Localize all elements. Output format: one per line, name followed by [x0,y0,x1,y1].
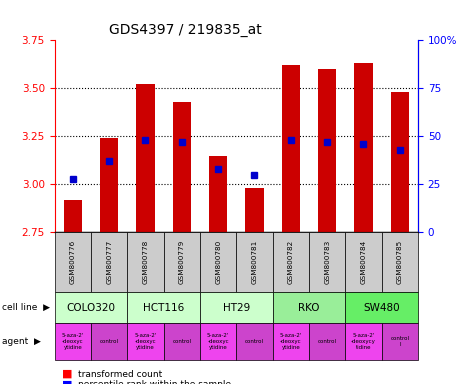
Bar [318,69,336,232]
Text: ■: ■ [62,369,72,379]
Text: percentile rank within the sample: percentile rank within the sample [78,380,231,384]
Text: ■: ■ [62,380,72,384]
Text: 5-aza-2'
-deoxycy
tidine: 5-aza-2' -deoxycy tidine [351,333,376,350]
Text: 5-aza-2'
-deoxyc
ytidine: 5-aza-2' -deoxyc ytidine [134,333,157,350]
Bar [246,188,264,232]
Text: 5-aza-2'
-deoxyc
ytidine: 5-aza-2' -deoxyc ytidine [62,333,84,350]
Text: GSM800783: GSM800783 [324,240,330,284]
Bar [64,200,82,232]
Text: GSM800782: GSM800782 [288,240,294,284]
Text: GSM800784: GSM800784 [361,240,367,284]
Text: control: control [172,339,191,344]
Text: cell line  ▶: cell line ▶ [2,303,50,312]
Text: 5-aza-2'
-deoxyc
ytidine: 5-aza-2' -deoxyc ytidine [207,333,229,350]
Text: GSM800776: GSM800776 [70,240,76,284]
Text: GDS4397 / 219835_at: GDS4397 / 219835_at [109,23,262,36]
Text: HT29: HT29 [223,303,250,313]
Text: control: control [245,339,264,344]
Bar [391,92,409,232]
Text: COLO320: COLO320 [66,303,115,313]
Text: GSM800785: GSM800785 [397,240,403,284]
Text: 5-aza-2'
-deoxyc
ytidine: 5-aza-2' -deoxyc ytidine [280,333,302,350]
Bar [282,65,300,232]
Text: SW480: SW480 [363,303,400,313]
Text: transformed count: transformed count [78,369,162,379]
Text: GSM800777: GSM800777 [106,240,112,284]
Bar [173,102,191,232]
Bar [209,156,227,232]
Text: control: control [100,339,119,344]
Text: control: control [318,339,337,344]
Bar [354,63,372,232]
Text: HCT116: HCT116 [143,303,184,313]
Text: agent  ▶: agent ▶ [2,337,41,346]
Text: GSM800780: GSM800780 [215,240,221,284]
Bar [136,84,154,232]
Text: RKO: RKO [298,303,320,313]
Text: GSM800778: GSM800778 [142,240,149,284]
Text: GSM800779: GSM800779 [179,240,185,284]
Text: GSM800781: GSM800781 [251,240,257,284]
Text: control
l: control l [390,336,409,347]
Bar [100,138,118,232]
